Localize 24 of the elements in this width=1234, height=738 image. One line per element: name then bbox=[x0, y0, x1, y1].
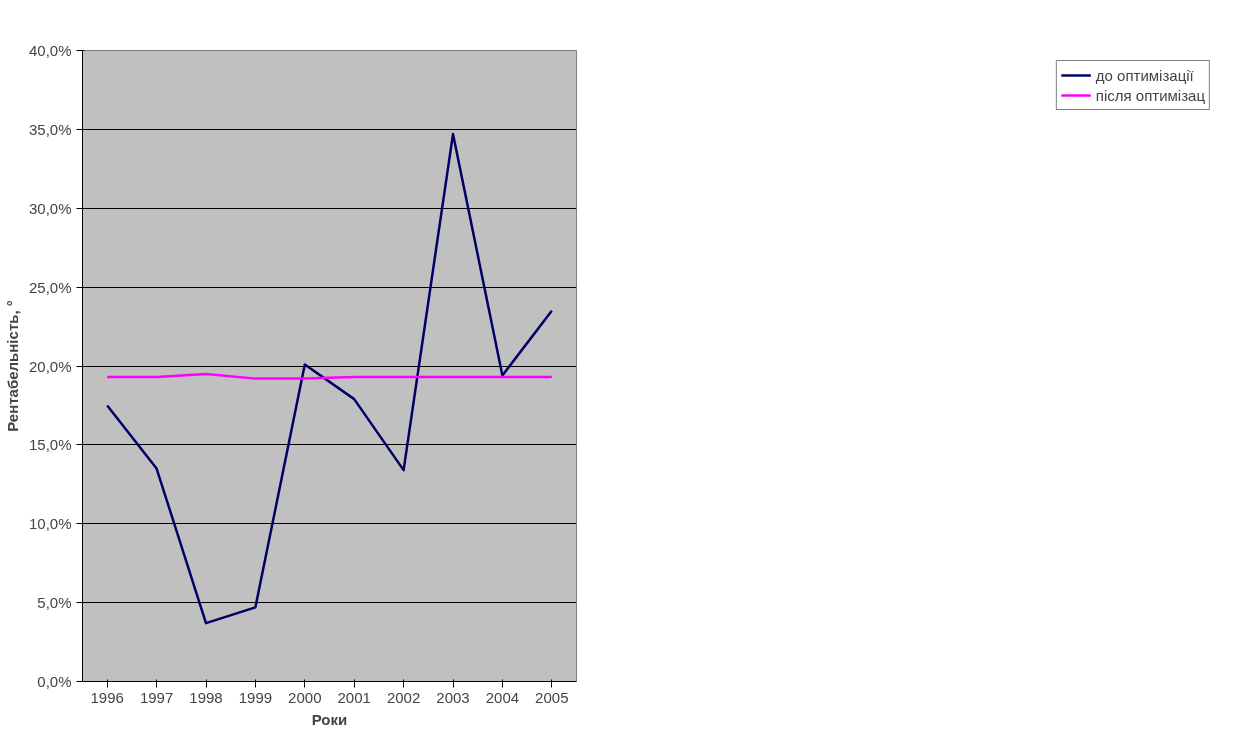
x-tick-label: 2005 bbox=[535, 688, 569, 706]
line-series bbox=[105, 132, 554, 625]
x-tick-label: 2001 bbox=[337, 688, 371, 706]
y-tick-label: 20,0% bbox=[28, 357, 72, 375]
x-tick-label: 2000 bbox=[288, 688, 322, 706]
y-tick-label: 25,0% bbox=[28, 278, 72, 296]
x-tick-label: 2002 bbox=[386, 688, 421, 706]
y-tick-label: 5,0% bbox=[37, 594, 72, 612]
x-tick-label: 1997 bbox=[139, 688, 174, 706]
y-tick-label: 30,0% bbox=[28, 199, 72, 217]
x-tick-label: 2004 bbox=[485, 688, 520, 706]
x-tick-label: 1999 bbox=[238, 688, 273, 706]
legend-label: після оптимізац bbox=[1095, 86, 1205, 104]
y-tick-label: 35,0% bbox=[28, 120, 72, 138]
x-tick-label: 2003 bbox=[436, 688, 470, 706]
x-tick-label: 1998 bbox=[189, 688, 223, 706]
y-tick-label: 15,0% bbox=[28, 436, 72, 454]
y-tick-label: 40,0% bbox=[28, 42, 72, 59]
x-axis-title: Роки bbox=[311, 710, 348, 728]
y-tick-label: 10,0% bbox=[28, 515, 72, 533]
y-tick-label: 0,0% bbox=[37, 673, 72, 690]
x-tick-label: 1996 bbox=[90, 688, 124, 706]
y-axis-title: Рентабельність, ° bbox=[3, 300, 21, 432]
legend-label: до оптимізації bbox=[1095, 66, 1194, 84]
